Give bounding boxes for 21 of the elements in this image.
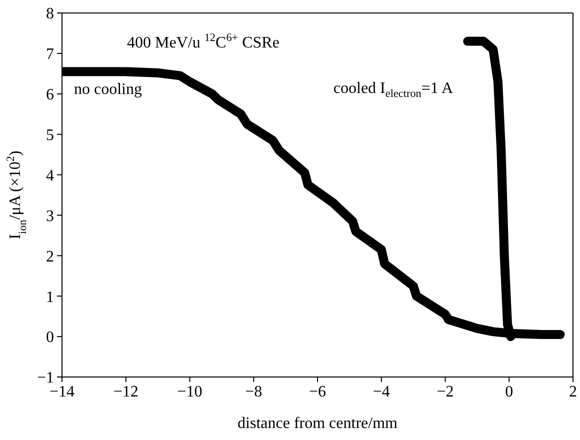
x-tick-label: 0 xyxy=(505,383,514,400)
x-tick-label: −4 xyxy=(372,383,390,400)
y-tick-label: 6 xyxy=(46,86,54,104)
x-tick-label: −6 xyxy=(308,383,326,400)
x-axis-title: distance from centre/mm xyxy=(238,415,398,432)
y-tick-label: 3 xyxy=(46,208,54,225)
x-tick-label: −10 xyxy=(177,383,202,400)
y-tick-label: 0 xyxy=(46,329,54,346)
x-tick-label: −12 xyxy=(113,383,138,400)
y-tick-label: 1 xyxy=(46,288,54,306)
annotation: 400 MeV/u $^{12}$C$^{6+}$ CSRe xyxy=(127,32,280,52)
text: cooled I$_{electron}$=1 A xyxy=(333,80,454,101)
y-tick-label: 2 xyxy=(46,248,54,266)
series-label: no cooling xyxy=(74,80,142,98)
x-tick-label: −8 xyxy=(245,383,262,400)
x-tick-label: 2 xyxy=(569,383,577,400)
y-tick-label: 5 xyxy=(46,127,54,144)
y-tick-label: 8 xyxy=(46,6,54,23)
x-tick-label: −2 xyxy=(436,383,454,400)
y-tick-label: 4 xyxy=(46,167,54,184)
y-tick-label: 7 xyxy=(46,46,54,64)
